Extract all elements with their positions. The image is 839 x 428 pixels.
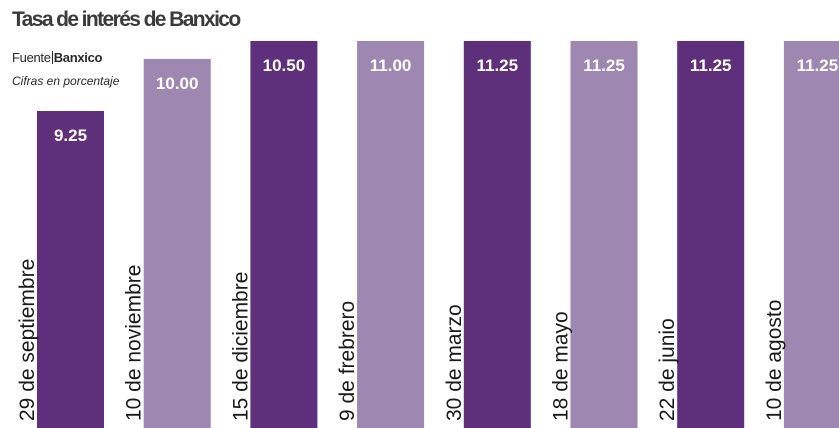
source-name: Banxico <box>53 50 103 65</box>
source-line: Fuente Banxico <box>12 50 102 65</box>
category-label: 30 de marzo <box>443 304 466 421</box>
source-separator <box>51 51 53 64</box>
bar <box>570 41 638 428</box>
value-label: 11.25 <box>797 56 839 75</box>
bar <box>357 41 425 428</box>
value-label: 11.00 <box>370 56 412 75</box>
value-label: 10.00 <box>156 74 199 93</box>
category-label: 18 de mayo <box>550 311 573 421</box>
category-label: 29 de septiembre <box>16 259 39 421</box>
chart-title: Tasa de interés de Banxico <box>12 8 241 31</box>
value-label: 10.50 <box>263 56 306 75</box>
value-label: 11.25 <box>583 56 625 75</box>
value-label: 11.25 <box>476 56 518 75</box>
units-note: Cifras en porcentaje <box>12 74 120 88</box>
bar <box>250 41 318 428</box>
bar <box>143 58 211 428</box>
value-label: 11.25 <box>690 56 732 75</box>
bar <box>37 111 104 428</box>
category-label: 9 de frebrero <box>336 301 359 421</box>
source-prefix: Fuente <box>12 50 51 65</box>
bar <box>783 41 839 428</box>
category-label: 10 de noviembre <box>123 265 146 421</box>
category-label: 10 de agosto <box>763 300 786 421</box>
bar <box>677 41 745 428</box>
category-label: 22 de junio <box>656 318 679 421</box>
value-label: 9.25 <box>54 126 87 145</box>
bar <box>463 41 531 428</box>
category-label: 15 de diciembre <box>229 272 252 421</box>
